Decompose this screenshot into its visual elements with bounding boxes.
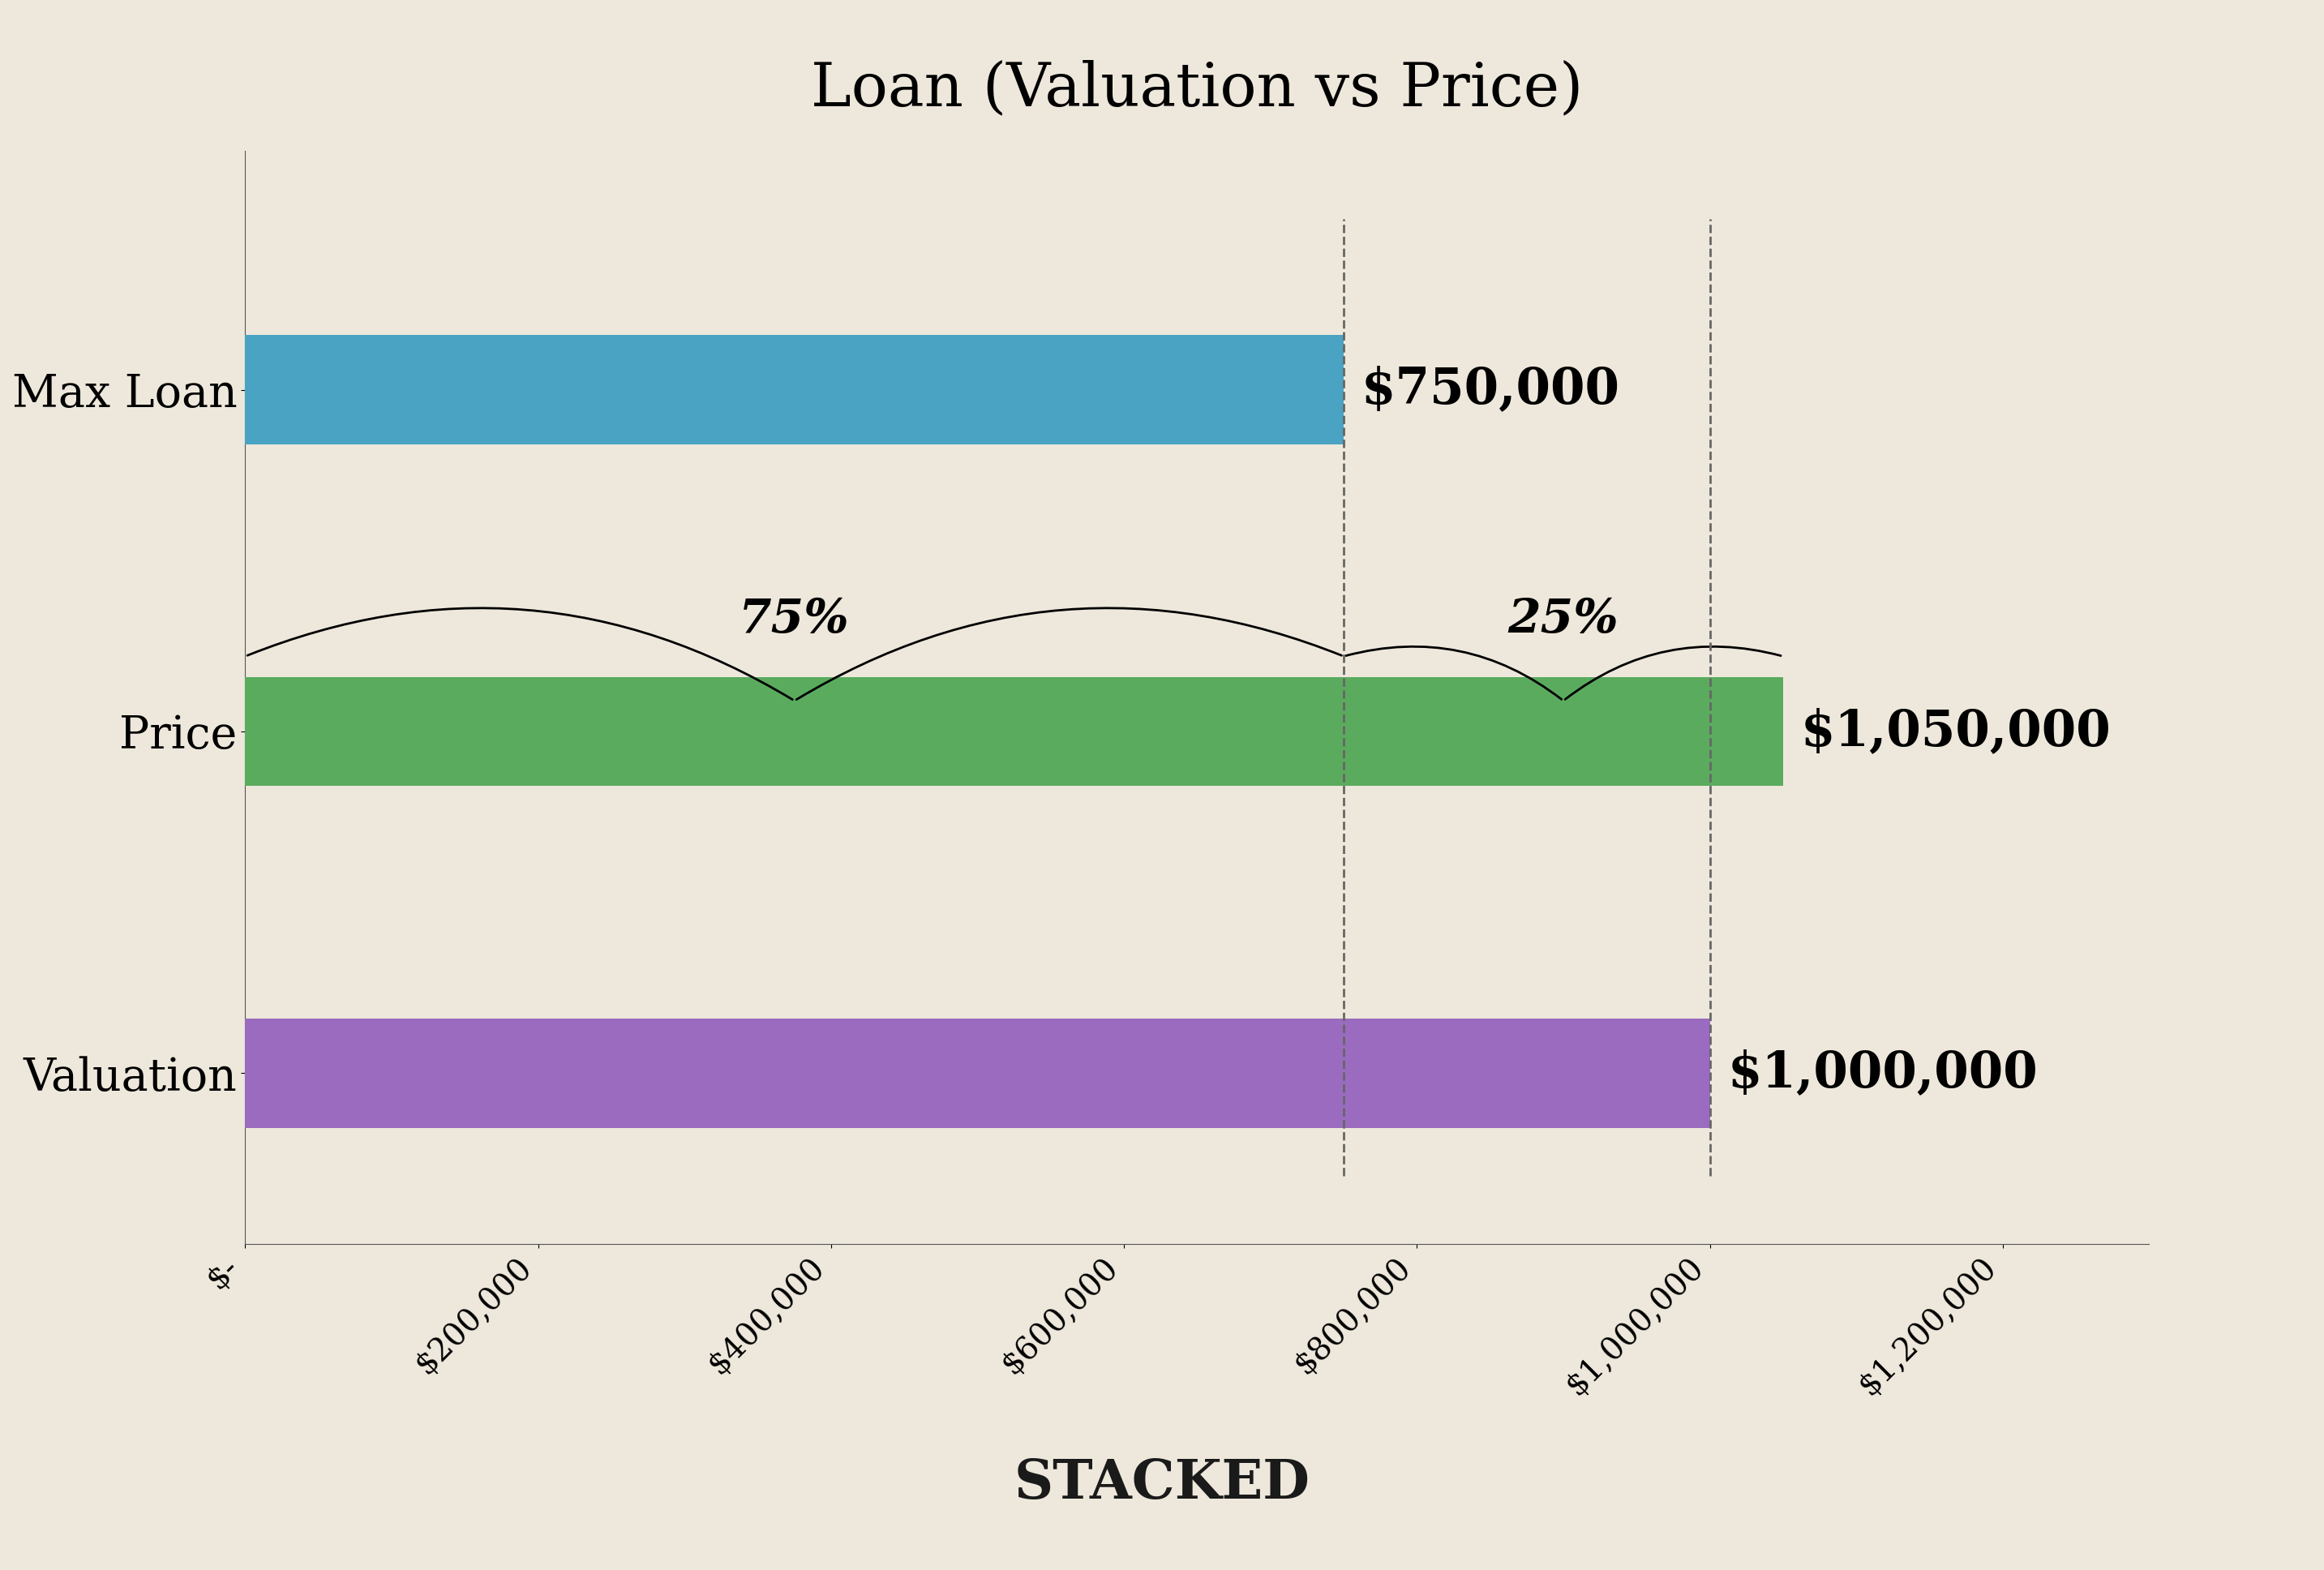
Text: 25%: 25%	[1508, 597, 1620, 642]
Text: $1,000,000: $1,000,000	[1727, 1049, 2038, 1097]
Bar	[246, 1019, 1710, 1127]
Bar	[246, 677, 1783, 787]
Text: $750,000: $750,000	[1362, 366, 1620, 414]
Bar	[246, 334, 1343, 444]
Text: $1,050,000: $1,050,000	[1801, 707, 2110, 755]
Text: STACKED: STACKED	[1013, 1457, 1311, 1510]
Title: Loan (Valuation vs Price): Loan (Valuation vs Price)	[811, 60, 1583, 118]
Text: 75%: 75%	[739, 597, 851, 642]
